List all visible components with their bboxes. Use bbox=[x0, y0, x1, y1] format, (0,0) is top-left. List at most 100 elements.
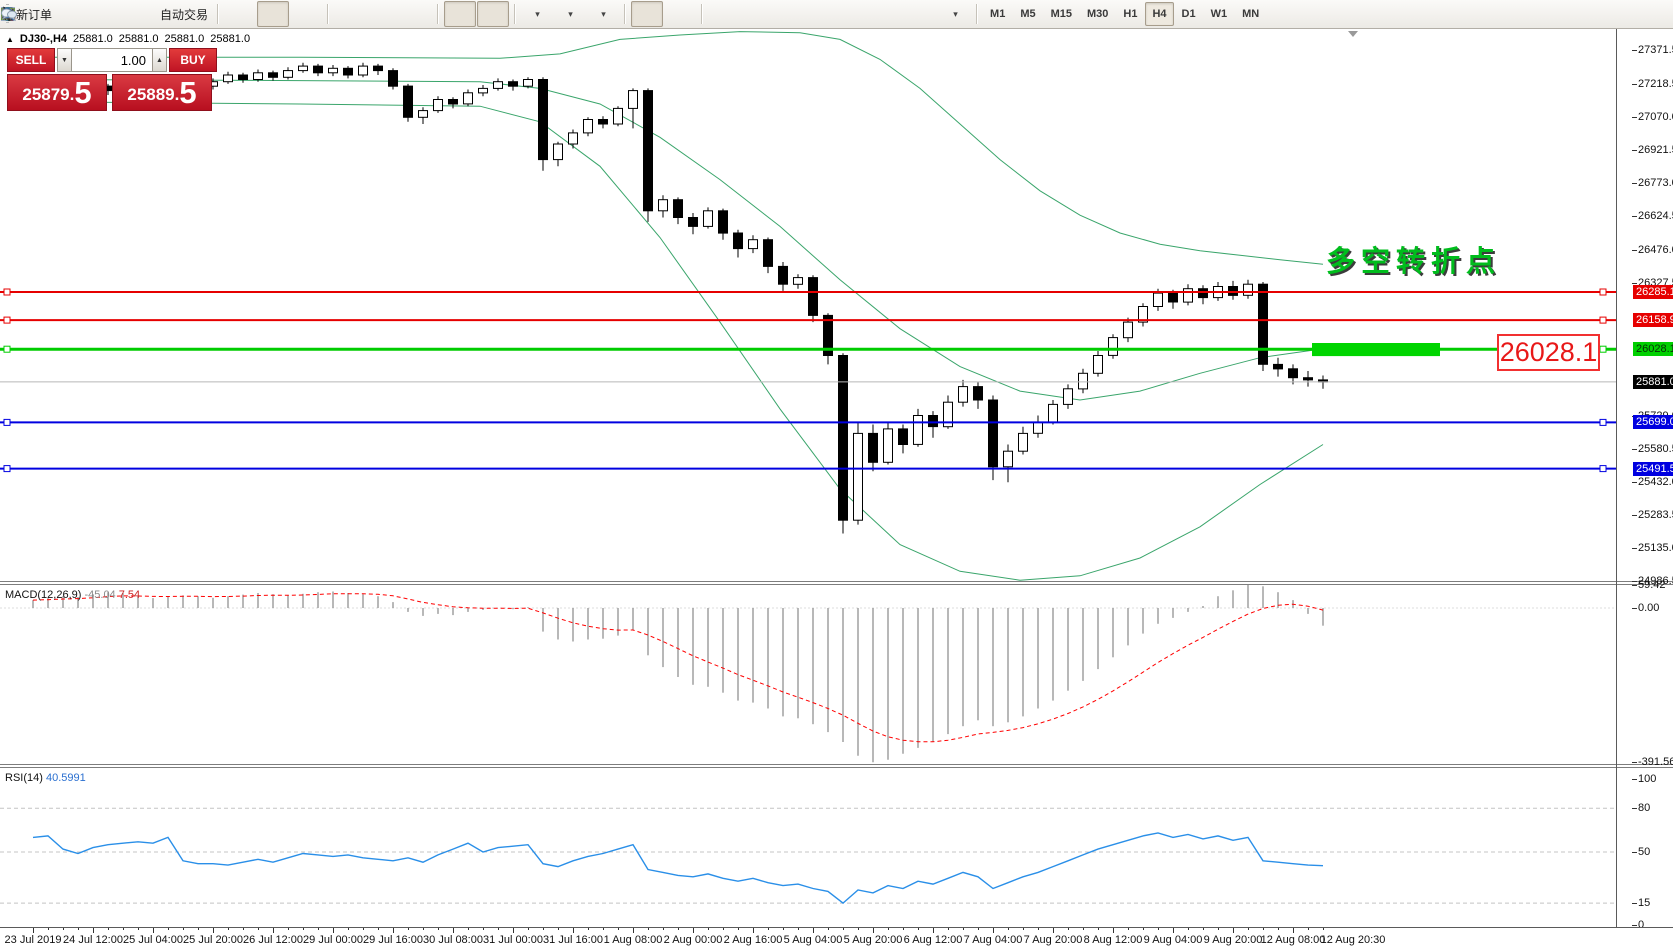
timeframe-W1[interactable]: W1 bbox=[1210, 8, 1228, 20]
macd-pane[interactable] bbox=[0, 585, 1616, 765]
rsi-pane[interactable] bbox=[0, 768, 1616, 926]
line-anchor[interactable] bbox=[1599, 465, 1607, 473]
time-tick-mark bbox=[768, 928, 769, 930]
zoom-in-button[interactable] bbox=[1, 1, 366, 27]
trendline-tool-button[interactable] bbox=[2, 1, 806, 27]
price-callout-label[interactable]: 26028.1 bbox=[1497, 334, 1600, 371]
horizontal-line-tool-button[interactable] bbox=[2, 1, 773, 27]
candle-body bbox=[268, 72, 278, 78]
candle-body bbox=[958, 386, 968, 403]
time-tick-mark bbox=[903, 928, 904, 930]
fibonacci-tool-button[interactable]: F bbox=[2, 1, 872, 27]
line-anchor[interactable] bbox=[3, 316, 11, 324]
time-tick-mark bbox=[198, 928, 199, 930]
line-anchor[interactable] bbox=[3, 345, 11, 353]
chart-shift-marker[interactable] bbox=[1348, 31, 1358, 37]
one-click-trading-panel: SELL ▼ 1.00 ▲ BUY 25879. 5 25889. 5 bbox=[7, 48, 217, 111]
price-marker-26028.1[interactable]: 26028.1 bbox=[1633, 342, 1673, 356]
community-button[interactable] bbox=[1, 1, 1663, 27]
candlestick-chart-button[interactable] bbox=[2, 1, 290, 27]
pane-separator[interactable] bbox=[0, 764, 1673, 768]
highlight-rectangle[interactable] bbox=[1312, 343, 1440, 357]
zoom-out-button[interactable] bbox=[1, 1, 399, 27]
sell-price-display[interactable]: 25879. 5 bbox=[7, 74, 107, 111]
signals-button[interactable] bbox=[1, 1, 155, 27]
chart-shift-button[interactable] bbox=[2, 1, 510, 27]
candle-body bbox=[283, 70, 293, 78]
dropdown-caret-icon: ▾ bbox=[601, 8, 606, 19]
timeframe-H4[interactable]: H4 bbox=[1145, 2, 1174, 26]
time-tick-mark bbox=[1323, 928, 1324, 930]
timeframe-MN[interactable]: MN bbox=[1242, 8, 1260, 20]
line-anchor[interactable] bbox=[1599, 345, 1607, 353]
new-order-button[interactable]: 新订单 bbox=[2, 1, 56, 27]
turning-point-annotation[interactable]: 多空转折点 bbox=[1326, 246, 1502, 278]
templates-button[interactable]: ▾ bbox=[1, 1, 619, 27]
pane-separator[interactable] bbox=[0, 581, 1673, 585]
line-anchor[interactable] bbox=[3, 465, 11, 473]
timeframe-M5[interactable]: M5 bbox=[1020, 8, 1036, 20]
buy-price-display[interactable]: 25889. 5 bbox=[112, 74, 212, 111]
line-anchor[interactable] bbox=[1599, 288, 1607, 296]
time-axis-label: 5 Aug 04:00 bbox=[783, 934, 843, 946]
time-tick-mark bbox=[498, 928, 499, 930]
time-tick-mark bbox=[1218, 928, 1219, 930]
price-marker-25491.5[interactable]: 25491.5 bbox=[1633, 462, 1673, 476]
line-anchor[interactable] bbox=[3, 418, 11, 426]
timeframe-D1[interactable]: D1 bbox=[1181, 8, 1196, 20]
candle-body bbox=[1093, 355, 1103, 374]
volume-input[interactable]: 1.00 bbox=[72, 48, 152, 72]
periods-button[interactable]: ▾ bbox=[1, 1, 586, 27]
symbols-button[interactable] bbox=[0, 1, 89, 27]
price-tick-label: 25432.0 bbox=[1638, 476, 1673, 488]
price-axis[interactable]: 27371.5 27218.5 27070.0 26921.5 26773.0 26624… bbox=[1616, 0, 1673, 950]
time-tick-mark bbox=[1293, 928, 1294, 933]
axis-tick-mark bbox=[1632, 84, 1637, 85]
buy-button[interactable]: BUY bbox=[169, 48, 217, 72]
axis-tick-mark bbox=[1632, 250, 1637, 251]
bollinger-lower-band bbox=[32, 101, 1324, 581]
time-axis-label: 29 Jul 16:00 bbox=[363, 934, 423, 946]
time-axis-label: 31 Jul 00:00 bbox=[483, 934, 543, 946]
line-chart-button[interactable] bbox=[0, 1, 322, 27]
price-marker-25881.0[interactable]: 25881.0 bbox=[1633, 375, 1673, 389]
timeframe-M15[interactable]: M15 bbox=[1050, 8, 1072, 20]
price-marker-25699.0[interactable]: 25699.0 bbox=[1633, 415, 1673, 429]
line-anchor[interactable] bbox=[3, 288, 11, 296]
chart-window-button[interactable] bbox=[1, 1, 122, 27]
auto-scroll-button[interactable] bbox=[1, 1, 477, 27]
ohlc-low: 25881.0 bbox=[164, 33, 205, 45]
text-tool-button[interactable]: A bbox=[4, 1, 905, 27]
candle-body bbox=[883, 428, 893, 463]
sell-button[interactable]: SELL bbox=[7, 48, 55, 72]
tile-windows-button[interactable] bbox=[1, 1, 432, 27]
time-tick-mark bbox=[543, 928, 544, 930]
time-axis[interactable]: 23 Jul 2019 24 Jul 12:00 25 Jul 04:00 25 Ju… bbox=[0, 927, 1673, 950]
candle-body bbox=[868, 432, 878, 463]
time-tick-mark bbox=[483, 928, 484, 930]
vertical-line-tool-button[interactable] bbox=[7, 1, 740, 27]
cursor-tool-button[interactable] bbox=[3, 1, 664, 27]
channel-tool-button[interactable]: E bbox=[1, 1, 839, 27]
axis-tick-mark bbox=[1632, 608, 1637, 609]
timeframe-M30[interactable]: M30 bbox=[1087, 8, 1109, 20]
timeframe-M1[interactable]: M1 bbox=[990, 8, 1006, 20]
collapse-triangle-icon[interactable]: ▲ bbox=[6, 34, 14, 44]
price-marker-26285.1[interactable]: 26285.1 bbox=[1633, 285, 1673, 299]
timeframe-H1[interactable]: H1 bbox=[1123, 8, 1138, 20]
arrows-tool-button[interactable]: ▾ bbox=[5, 1, 971, 27]
crosshair-tool-button[interactable] bbox=[2, 1, 696, 27]
candle-body bbox=[388, 70, 398, 87]
time-tick-mark bbox=[603, 928, 604, 930]
main-price-pane[interactable] bbox=[0, 29, 1616, 582]
add-indicator-button[interactable]: ▾ bbox=[1, 1, 553, 27]
line-anchor[interactable] bbox=[1599, 418, 1607, 426]
text-label-tool-button[interactable]: T bbox=[1, 1, 938, 27]
line-anchor[interactable] bbox=[1599, 316, 1607, 324]
bar-chart-button[interactable] bbox=[2, 1, 256, 27]
price-marker-26158.9[interactable]: 26158.9 bbox=[1633, 313, 1673, 327]
volume-increase-button[interactable]: ▲ bbox=[152, 48, 167, 72]
volume-decrease-button[interactable]: ▼ bbox=[57, 48, 72, 72]
time-axis-label: 30 Jul 08:00 bbox=[423, 934, 483, 946]
autotrade-button[interactable]: 自动交易 bbox=[1, 1, 212, 27]
